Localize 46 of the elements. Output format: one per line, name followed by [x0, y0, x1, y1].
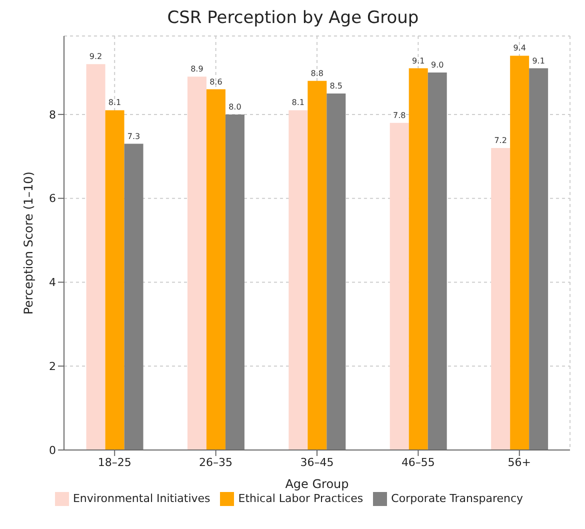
bar	[206, 89, 226, 450]
data-label: 8.6	[210, 77, 222, 86]
y-tick-label: 8	[49, 108, 56, 122]
bar	[124, 144, 144, 450]
bar	[187, 76, 206, 450]
data-label: 7.3	[127, 132, 140, 141]
data-label: 9.1	[532, 56, 545, 66]
data-label: 9.1	[412, 56, 425, 66]
data-label: 8.0	[228, 102, 242, 112]
y-axis-title: Perception Score (1–10)	[21, 172, 36, 314]
data-label: 9.0	[430, 60, 444, 70]
bar	[408, 68, 428, 450]
data-label: 9.2	[89, 52, 102, 62]
legend-label: Environmental Initiatives	[72, 492, 210, 506]
bar	[510, 56, 530, 450]
data-label: 7.2	[494, 136, 507, 145]
bar	[288, 110, 308, 450]
chart-title: CSR Perception by Age Group	[166, 8, 420, 28]
x-tick-label: 18–25	[98, 456, 132, 469]
bar	[390, 122, 409, 450]
bar	[225, 114, 244, 450]
data-label: 8.5	[330, 81, 343, 90]
x-tick-label: 36–45	[300, 456, 334, 469]
legend-label: Ethical Labor Practices	[238, 492, 364, 506]
y-tick-label: 4	[49, 276, 56, 290]
legend-label: Corporate Transparency	[391, 492, 524, 506]
data-label: 8.1	[292, 98, 305, 108]
y-tick-label: 2	[49, 360, 56, 374]
bar	[326, 93, 346, 450]
data-label: 8.1	[108, 98, 122, 108]
x-tick-label: 26–35	[199, 456, 233, 469]
data-label: 7.8	[392, 110, 406, 120]
data-label: 8.9	[190, 64, 204, 74]
x-tick-label: 46–55	[401, 456, 435, 469]
x-tick-label: 56+	[508, 456, 532, 469]
x-axis-title: Age Group	[285, 477, 349, 491]
bar	[86, 64, 106, 450]
y-tick-label: 0	[49, 444, 56, 457]
bar	[308, 80, 327, 450]
data-label: 8.8	[310, 68, 324, 78]
bar	[428, 72, 447, 450]
bar	[491, 148, 510, 450]
bar	[529, 68, 548, 450]
y-tick-label: 6	[49, 192, 56, 206]
bar	[105, 110, 124, 450]
data-label: 9.4	[513, 44, 526, 53]
